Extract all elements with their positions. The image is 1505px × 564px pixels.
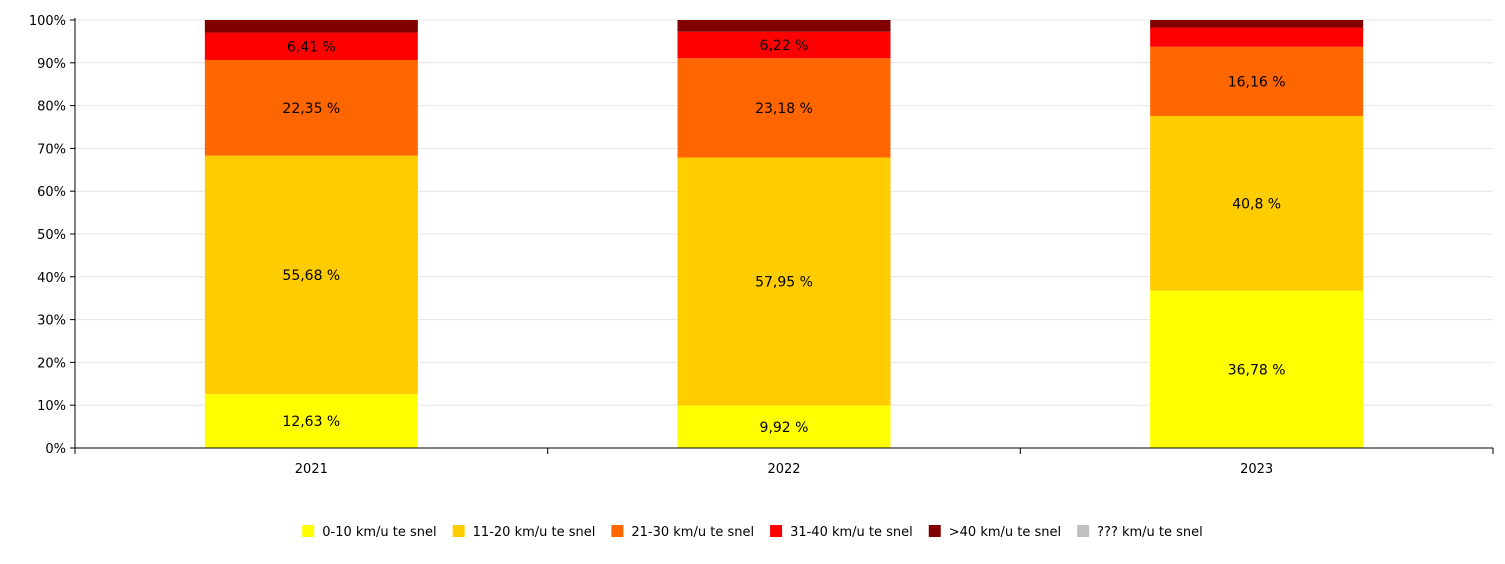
bar-segment — [677, 20, 891, 32]
x-tick-label: 2022 — [767, 462, 800, 477]
bar-segment — [677, 58, 891, 158]
y-tick-label: 80% — [37, 100, 66, 115]
legend-item: ??? km/u te snel — [1077, 525, 1203, 540]
legend-swatch — [611, 525, 624, 537]
legend-swatch — [770, 525, 783, 537]
y-tick-label: 10% — [37, 399, 66, 414]
legend-label: 0-10 km/u te snel — [322, 525, 436, 540]
bar-segment — [1150, 20, 1364, 28]
data-label: 6,41 % — [287, 39, 336, 55]
legend-swatch — [1077, 525, 1090, 537]
legend-item: 11-20 km/u te snel — [452, 525, 596, 540]
x-tick-label: 2023 — [1240, 462, 1273, 477]
y-tick-label: 20% — [37, 356, 66, 371]
bar-segment — [1150, 46, 1364, 116]
legend-swatch — [928, 525, 941, 537]
legend-item: 0-10 km/u te snel — [302, 525, 437, 540]
legend-label: 11-20 km/u te snel — [473, 525, 596, 540]
legend-swatch — [452, 525, 465, 537]
legend-item: 31-40 km/u te snel — [770, 525, 913, 540]
legend-label: 31-40 km/u te snel — [790, 525, 913, 540]
bars — [204, 20, 1364, 448]
legend-item: >40 km/u te snel — [928, 525, 1061, 540]
data-label: 22,35 % — [282, 101, 340, 117]
bar-segment — [204, 393, 418, 448]
y-tick-label: 40% — [37, 271, 66, 286]
y-tick-label: 70% — [37, 142, 66, 157]
bar-segment — [204, 59, 418, 156]
data-label: 36,78 % — [1228, 362, 1286, 378]
axes: 0% 10% 20% 30% 40% 50% 60% 70% 80% 90% 100% 2021 202… — [29, 14, 1494, 477]
legend-label: ??? km/u te snel — [1097, 525, 1203, 540]
bar-segment — [677, 405, 891, 448]
bar-segment — [204, 20, 418, 33]
data-label: 40,8 % — [1232, 196, 1281, 212]
data-label: 23,18 % — [755, 101, 813, 117]
y-tick-label: 100% — [29, 14, 66, 29]
legend-swatch — [302, 525, 315, 537]
legend: 0-10 km/u te snel 11-20 km/u te snel 21-30… — [302, 525, 1203, 540]
y-tick-label: 0% — [45, 442, 66, 457]
data-label: 12,63 % — [282, 414, 340, 430]
data-label: 6,22 % — [760, 38, 809, 54]
bar-segment — [677, 31, 891, 59]
bar-segment — [1150, 115, 1364, 291]
y-tick-label: 30% — [37, 314, 66, 329]
bar-segment — [1150, 27, 1364, 47]
bar-segment — [204, 32, 418, 60]
data-label: 9,92 % — [760, 420, 809, 436]
data-label: 16,16 % — [1228, 74, 1286, 90]
bar-segment — [204, 155, 418, 394]
y-tick-label: 60% — [37, 185, 66, 200]
bar-segment — [677, 157, 891, 406]
data-label: 55,68 % — [282, 268, 340, 284]
y-tick-label: 90% — [37, 57, 66, 72]
legend-item: 21-30 km/u te snel — [611, 525, 754, 540]
legend-label: >40 km/u te snel — [949, 525, 1061, 540]
legend-label: 21-30 km/u te snel — [631, 525, 754, 540]
y-tick-label: 50% — [37, 228, 66, 243]
bar-segment — [1150, 290, 1364, 448]
data-labels: 12,63 % 55,68 % 22,35 % 6,41 % 9,92 % 57,95 %… — [282, 38, 1285, 436]
data-label: 57,95 % — [755, 275, 813, 291]
x-tick-label: 2021 — [295, 462, 328, 477]
